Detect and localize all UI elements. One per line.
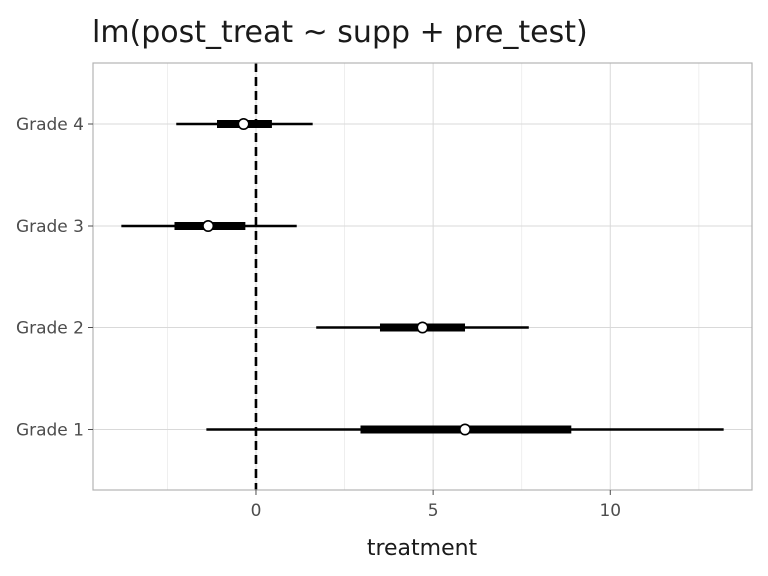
x-tick-label: 10 bbox=[599, 501, 621, 521]
point-estimate bbox=[416, 321, 429, 334]
point-estimate bbox=[237, 118, 250, 131]
point-estimate bbox=[459, 423, 472, 436]
y-tick-labels: Grade 4 Grade 3 Grade 2 Grade 1 bbox=[16, 115, 93, 441]
y-tick-label: Grade 2 bbox=[16, 319, 84, 339]
minor-gridlines bbox=[167, 63, 700, 490]
y-tick-label: Grade 1 bbox=[16, 421, 84, 441]
y-tick-label: Grade 4 bbox=[16, 115, 84, 135]
x-axis-label: treatment bbox=[367, 536, 478, 561]
interval-marks bbox=[121, 118, 724, 436]
point-estimate bbox=[202, 220, 215, 233]
panel-border bbox=[92, 62, 753, 491]
y-tick-label: Grade 3 bbox=[16, 217, 84, 237]
x-tick-label: 0 bbox=[251, 501, 262, 521]
x-tick-labels: 0 5 10 bbox=[251, 490, 621, 521]
chart-title: lm(post_treat ~ supp + pre_test) bbox=[92, 15, 588, 50]
x-tick-label: 5 bbox=[428, 501, 439, 521]
